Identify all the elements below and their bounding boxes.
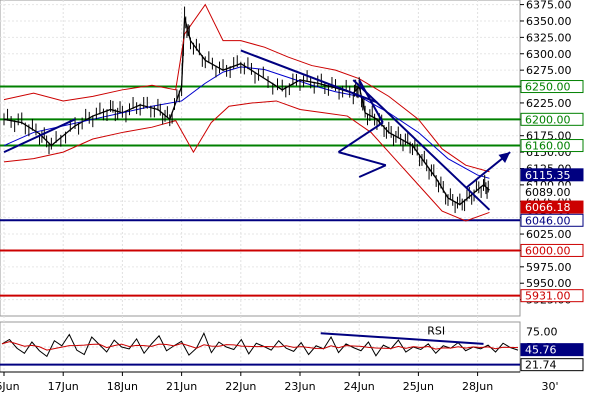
level-tag-box	[520, 213, 584, 227]
rsi-line	[1, 332, 519, 358]
level-tag-label: 6160.00	[525, 140, 571, 153]
x-tick-label: 21Jun	[166, 380, 197, 393]
level-tag-label: 6046.00	[525, 214, 571, 227]
y-tick-label: 5950.00	[526, 277, 572, 290]
x-tick-label: 17Jun	[48, 380, 79, 393]
x-axis-interval-label: 30'	[541, 380, 558, 393]
level-tag-box	[520, 139, 584, 153]
y-tick-label: 6275.00	[526, 64, 572, 77]
x-tick-label: 24Jun	[344, 380, 375, 393]
y-tick-label: 6025.00	[526, 228, 572, 241]
rsi-tag-label: 21.74	[525, 359, 557, 372]
level-tag-box	[520, 80, 584, 94]
level-tag-box	[520, 243, 584, 257]
x-tick-label: 18Jun	[107, 380, 138, 393]
trend-line	[338, 151, 387, 167]
trend-line	[337, 121, 384, 153]
price-tag-label: 6089.00	[525, 186, 571, 199]
bollinger-upper-line	[3, 3, 490, 173]
level-tag-label: 6200.00	[525, 113, 571, 126]
x-tick-label: 16Jun	[0, 380, 20, 393]
x-tick-label: 22Jun	[225, 380, 256, 393]
rsi-label: RSI	[427, 325, 445, 338]
price-tag-box	[520, 200, 584, 214]
forecast-arrow-head	[498, 152, 511, 163]
trend-line	[358, 164, 387, 178]
y-tick-label: 6375.00	[526, 0, 572, 12]
rsi-tag-label: 45.76	[525, 344, 557, 357]
level-tag-label: 5931.00	[525, 290, 571, 303]
bollinger-lower-line	[3, 100, 490, 222]
x-tick-label: 23Jun	[284, 380, 315, 393]
rsi-signal-line	[1, 341, 519, 351]
rsi-tag-box	[520, 343, 584, 357]
price-tag-box	[520, 185, 584, 199]
trend-line	[358, 79, 384, 124]
level-tag-label: 6250.00	[525, 81, 571, 94]
level-tag-box	[520, 289, 584, 303]
rsi-tick-label: 75.00	[526, 325, 558, 338]
main-plot-frame	[0, 0, 521, 317]
x-tick-label: 25Jun	[403, 380, 434, 393]
y-tick-label: 6300.00	[526, 48, 572, 61]
y-tick-label: 6350.00	[526, 15, 572, 28]
rsi-trend-line	[320, 332, 484, 345]
y-tick-label: 5975.00	[526, 261, 572, 274]
x-tick-label: 28Jun	[462, 380, 493, 393]
y-tick-label: 6325.00	[526, 31, 572, 44]
level-tag-box	[520, 112, 584, 126]
price-tag-label: 6066.18	[525, 201, 571, 214]
trend-line	[240, 49, 378, 104]
level-tag-label: 6000.00	[525, 244, 571, 257]
trend-line	[3, 118, 76, 154]
price-tag-box	[520, 168, 584, 182]
price-tag-label: 6115.35	[525, 169, 571, 182]
rsi-tag-box	[520, 358, 584, 372]
bollinger-middle-line	[3, 66, 490, 179]
y-tick-label: 6225.00	[526, 97, 572, 110]
